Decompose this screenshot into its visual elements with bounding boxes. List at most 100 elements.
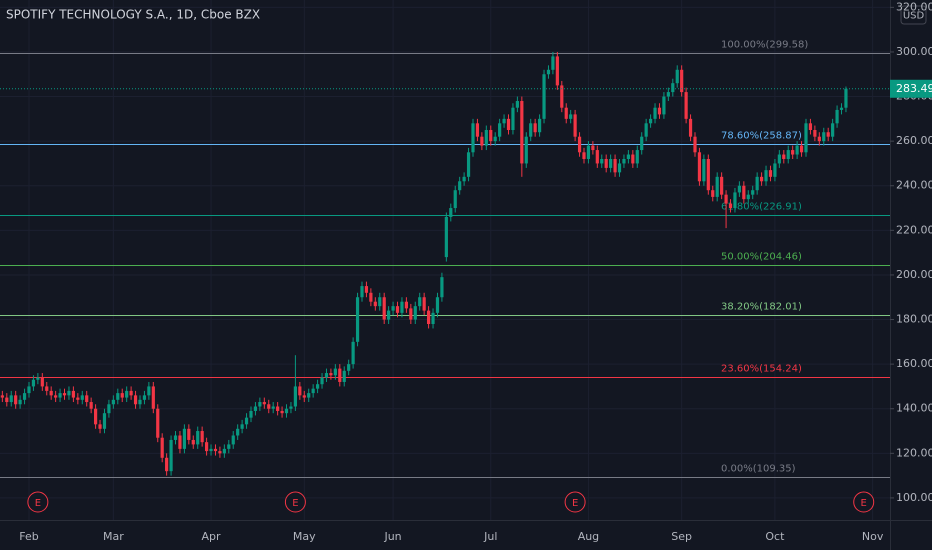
candle-body [626,154,630,159]
candle-body [142,395,147,400]
candle-body [364,286,369,293]
candle-body [728,203,733,209]
candle-body [577,136,582,153]
currency-box[interactable] [900,5,927,25]
candle-body [635,150,639,164]
candle-body [551,56,555,70]
candle-body [120,393,124,398]
candle-body [218,451,222,454]
x-tick-label: Sep [671,530,692,543]
x-tick-label: May [293,530,316,543]
candle-body [151,386,155,409]
candle-body [435,297,440,313]
candle-body [369,292,373,302]
candle-body [586,145,591,159]
candle-body [560,85,564,108]
candle-body [688,118,693,137]
candle-body [14,395,18,405]
earnings-label: E [861,498,867,509]
candle-body [62,393,67,396]
candle-body [506,118,511,130]
candle-body [613,158,617,173]
candle-body [715,176,719,197]
candle-body [93,408,98,425]
candle-body [253,406,258,411]
candle-body [777,154,781,164]
candle-body [657,107,662,115]
fib-label: 38.20%(182.01) [721,302,802,313]
candle-body [817,136,821,142]
candle-body [71,390,75,398]
candle-body [426,310,431,324]
y-tick-label: 100.00 [896,491,932,504]
candle-body [444,216,448,258]
candle-body [315,384,320,389]
candle-body [67,390,71,396]
last-price-box [890,79,932,98]
candle-body [786,150,790,159]
candle-body [182,428,186,449]
candle-body [231,435,235,445]
candle-body [759,176,764,182]
candle-body [449,208,453,217]
candle-body [680,69,684,93]
candle-body [791,150,795,155]
y-tick-label: 180.00 [896,313,932,326]
candle-body [542,74,546,119]
candle-body [480,136,484,146]
candle-body [111,399,115,405]
fib-label: 78.60%(258.87) [721,131,802,142]
candle-body [298,386,302,396]
candle-body [582,152,586,159]
candle-body [591,145,595,151]
currency-label[interactable]: USD [903,11,925,22]
candle-body [200,431,204,443]
y-tick-label: 260.00 [896,134,932,147]
candle-body [89,402,93,409]
candle-body [0,395,4,398]
y-tick-label: 300.00 [896,45,932,58]
candle-body [409,308,413,320]
fib-label: 61.80%(226.91) [721,202,802,213]
candle-body [648,118,653,124]
candle-body [49,390,53,396]
candle-body [631,154,635,164]
candle-body [475,123,480,137]
candle-body [107,404,111,414]
candle-body [533,123,537,133]
candle-body [191,439,195,445]
candle-body [378,297,382,307]
x-tick-label: Jul [483,530,497,543]
candle-body [418,297,422,307]
candle-body [595,150,599,164]
candle-body [737,185,741,193]
candle-body [489,130,493,142]
candle-body [555,56,559,86]
candle-body [440,277,444,298]
candle-body [98,424,102,429]
candle-body [675,69,679,84]
fib-label: 100.00%(299.58) [721,40,808,51]
candle-body [604,158,608,168]
candle-body [324,373,329,378]
candle-body [360,286,364,298]
x-tick-label: Oct [765,530,785,543]
candle-body [458,181,462,191]
candle-body [45,386,49,391]
candle-body [302,395,306,398]
candle-body [711,190,715,197]
candle-body [520,101,524,164]
candle-body [511,107,515,130]
earnings-label: E [572,498,578,509]
candle-body [813,130,817,137]
candle-body [9,395,13,403]
candle-body [453,190,457,209]
candle-body [773,163,777,177]
candle-body [196,431,200,445]
candle-body [258,402,262,407]
candle-body [524,136,528,164]
candle-body [267,404,271,409]
y-tick-label: 200.00 [896,268,932,281]
plot-area: 100.00%(299.58) 78.60%(258.87) 61.80%(226.… [0,0,890,520]
